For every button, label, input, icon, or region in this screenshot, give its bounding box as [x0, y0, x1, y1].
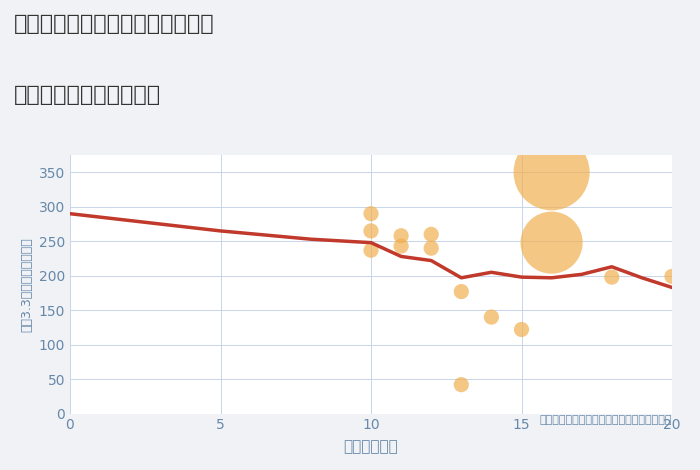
Y-axis label: 坪（3.3㎡）単価（万円）: 坪（3.3㎡）単価（万円）: [20, 237, 33, 332]
Point: [426, 231, 437, 238]
Point: [395, 243, 407, 250]
Text: 円の大きさは、取引のあった物件面積を示す: 円の大きさは、取引のあった物件面積を示す: [540, 415, 672, 425]
Point: [365, 246, 377, 254]
Point: [666, 273, 678, 280]
X-axis label: 駅距離（分）: 駅距離（分）: [344, 439, 398, 454]
Point: [426, 244, 437, 252]
Text: 神奈川県川崎市中原区木月大町の: 神奈川県川崎市中原区木月大町の: [14, 14, 215, 34]
Point: [516, 326, 527, 333]
Point: [456, 381, 467, 388]
Point: [395, 232, 407, 240]
Point: [365, 210, 377, 218]
Point: [365, 227, 377, 235]
Point: [606, 274, 617, 281]
Text: 駅距離別中古戸建て価格: 駅距離別中古戸建て価格: [14, 85, 161, 105]
Point: [456, 288, 467, 295]
Point: [546, 239, 557, 246]
Point: [546, 169, 557, 176]
Point: [486, 313, 497, 321]
